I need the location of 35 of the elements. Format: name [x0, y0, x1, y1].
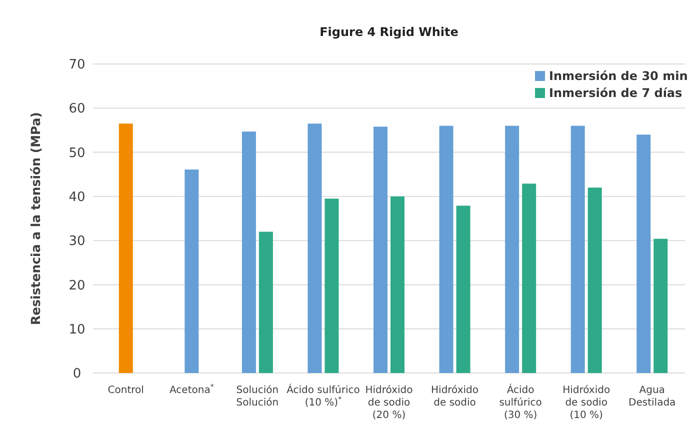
bar [654, 238, 668, 373]
legend-label: Inmersión de 30 min [549, 69, 688, 84]
bar [505, 126, 520, 373]
x-tick-label: Hidróxido de sodio [431, 385, 479, 408]
x-tick-label: Agua Destilada [628, 385, 676, 408]
bar [308, 124, 322, 373]
y-tick-label: 40 [68, 190, 86, 205]
x-tick-label: Solución Solución [236, 385, 279, 408]
y-tick-label: 10 [68, 322, 86, 338]
bar [258, 232, 273, 373]
y-tick-label: 50 [68, 146, 86, 161]
bar [324, 198, 339, 373]
bar [636, 134, 651, 373]
x-tick-label: Acetona$^{*}$ [170, 383, 214, 396]
x-tick-label: Control [108, 385, 144, 396]
bar [570, 126, 585, 373]
x-tick-label: Hidróxido de sodio (10 %) [562, 385, 610, 421]
y-tick-label: 0 [72, 366, 82, 382]
x-tick-label: Hidróxido de sodio (20 %) [365, 385, 413, 421]
bar [522, 184, 536, 373]
x-tick-label: Ácido sulfúrico (10 %)$^{*}$ [286, 383, 360, 408]
bar [588, 188, 602, 373]
y-tick-label: 30 [68, 234, 86, 250]
chart-title: Figure 4 Rigid White [320, 25, 458, 39]
y-axis-title: Resistencia a la tensión (MPa) [28, 112, 43, 326]
y-tick-label: 70 [68, 58, 86, 73]
legend-label: Inmersión de 7 días [549, 86, 682, 100]
x-tick-label: Ácido sulfúrico (30 %) [499, 383, 542, 421]
y-tick-label: 60 [68, 102, 86, 117]
bar [456, 206, 470, 373]
bar [439, 126, 454, 373]
bar [390, 196, 404, 373]
y-tick-label: 20 [68, 278, 86, 294]
bar [374, 126, 388, 373]
bar [242, 132, 256, 373]
